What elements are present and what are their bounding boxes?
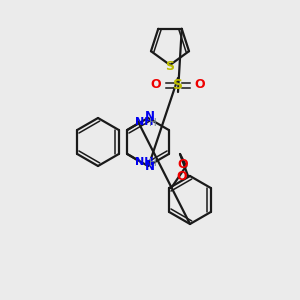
- Text: S: S: [173, 78, 183, 92]
- Text: N: N: [145, 160, 155, 173]
- Text: O: O: [195, 79, 205, 92]
- Text: O: O: [178, 158, 188, 170]
- Text: NH: NH: [135, 117, 154, 127]
- Text: H: H: [149, 118, 157, 128]
- Text: NH: NH: [135, 157, 154, 167]
- Text: N: N: [145, 110, 155, 124]
- Text: H: H: [149, 158, 157, 168]
- Text: O: O: [151, 79, 161, 92]
- Text: S: S: [166, 59, 175, 73]
- Text: O: O: [176, 169, 187, 182]
